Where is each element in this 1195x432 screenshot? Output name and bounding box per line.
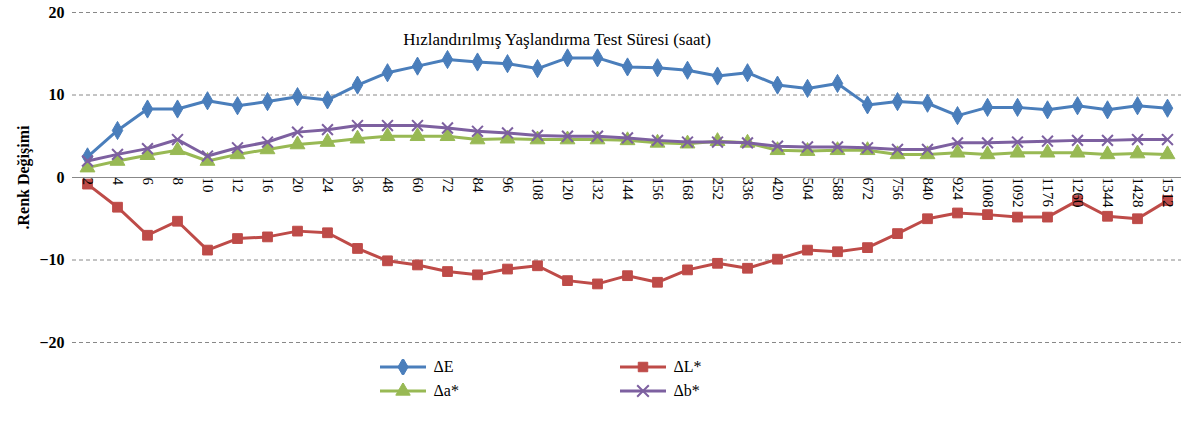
svg-text:10: 10 (200, 178, 216, 193)
svg-text:672: 672 (860, 178, 876, 201)
svg-text:504: 504 (800, 178, 816, 201)
svg-text:132: 132 (590, 178, 606, 201)
svg-text:252: 252 (710, 178, 726, 201)
svg-text:48: 48 (380, 178, 396, 193)
svg-text:16: 16 (260, 178, 276, 194)
svg-text:144: 144 (620, 178, 636, 201)
html-text:ΔL*: ΔL* (673, 358, 702, 375)
svg-text:84: 84 (470, 178, 486, 194)
svg-text:Hızlandırılmış Yaşlandırma Tes: Hızlandırılmış Yaşlandırma Test Süresi (… (403, 30, 711, 49)
svg-text:4: 4 (110, 178, 126, 186)
svg-text:924: 924 (950, 178, 966, 201)
svg-text:588: 588 (830, 178, 846, 201)
svg-text:756: 756 (890, 178, 906, 201)
svg-text:8: 8 (170, 178, 186, 186)
svg-text:.Renk Değişimi: .Renk Değişimi (15, 125, 33, 230)
svg-text:−10: −10 (39, 251, 64, 268)
svg-text:108: 108 (530, 178, 546, 201)
svg-text:1428: 1428 (1130, 178, 1146, 208)
svg-text:1092: 1092 (1010, 178, 1026, 208)
svg-text:840: 840 (920, 178, 936, 201)
svg-text:1344: 1344 (1100, 178, 1116, 209)
svg-text:20: 20 (49, 4, 65, 21)
svg-text:2: 2 (80, 178, 96, 186)
svg-text:168: 168 (680, 178, 696, 201)
svg-text:1176: 1176 (1040, 178, 1056, 208)
svg-text:6: 6 (140, 178, 156, 186)
svg-text:36: 36 (350, 178, 366, 194)
html-text:Δb*: Δb* (673, 382, 700, 399)
svg-text:20: 20 (290, 178, 306, 193)
svg-text:−20: −20 (39, 334, 64, 351)
svg-text:0: 0 (57, 169, 65, 186)
svg-text:336: 336 (740, 178, 756, 201)
svg-text:60: 60 (410, 178, 426, 193)
html-text:ΔE: ΔE (433, 358, 454, 375)
html-text:Δa*: Δa* (433, 382, 459, 399)
svg-text:72: 72 (440, 178, 456, 193)
svg-text:420: 420 (770, 178, 786, 201)
svg-text:1260: 1260 (1070, 178, 1086, 208)
svg-text:10: 10 (49, 86, 65, 103)
svg-text:120: 120 (560, 178, 576, 201)
svg-text:12: 12 (230, 178, 246, 193)
svg-text:156: 156 (650, 178, 666, 201)
svg-text:96: 96 (500, 178, 516, 194)
svg-text:24: 24 (320, 178, 336, 194)
svg-text:1512: 1512 (1160, 178, 1176, 208)
svg-text:1008: 1008 (980, 178, 996, 208)
